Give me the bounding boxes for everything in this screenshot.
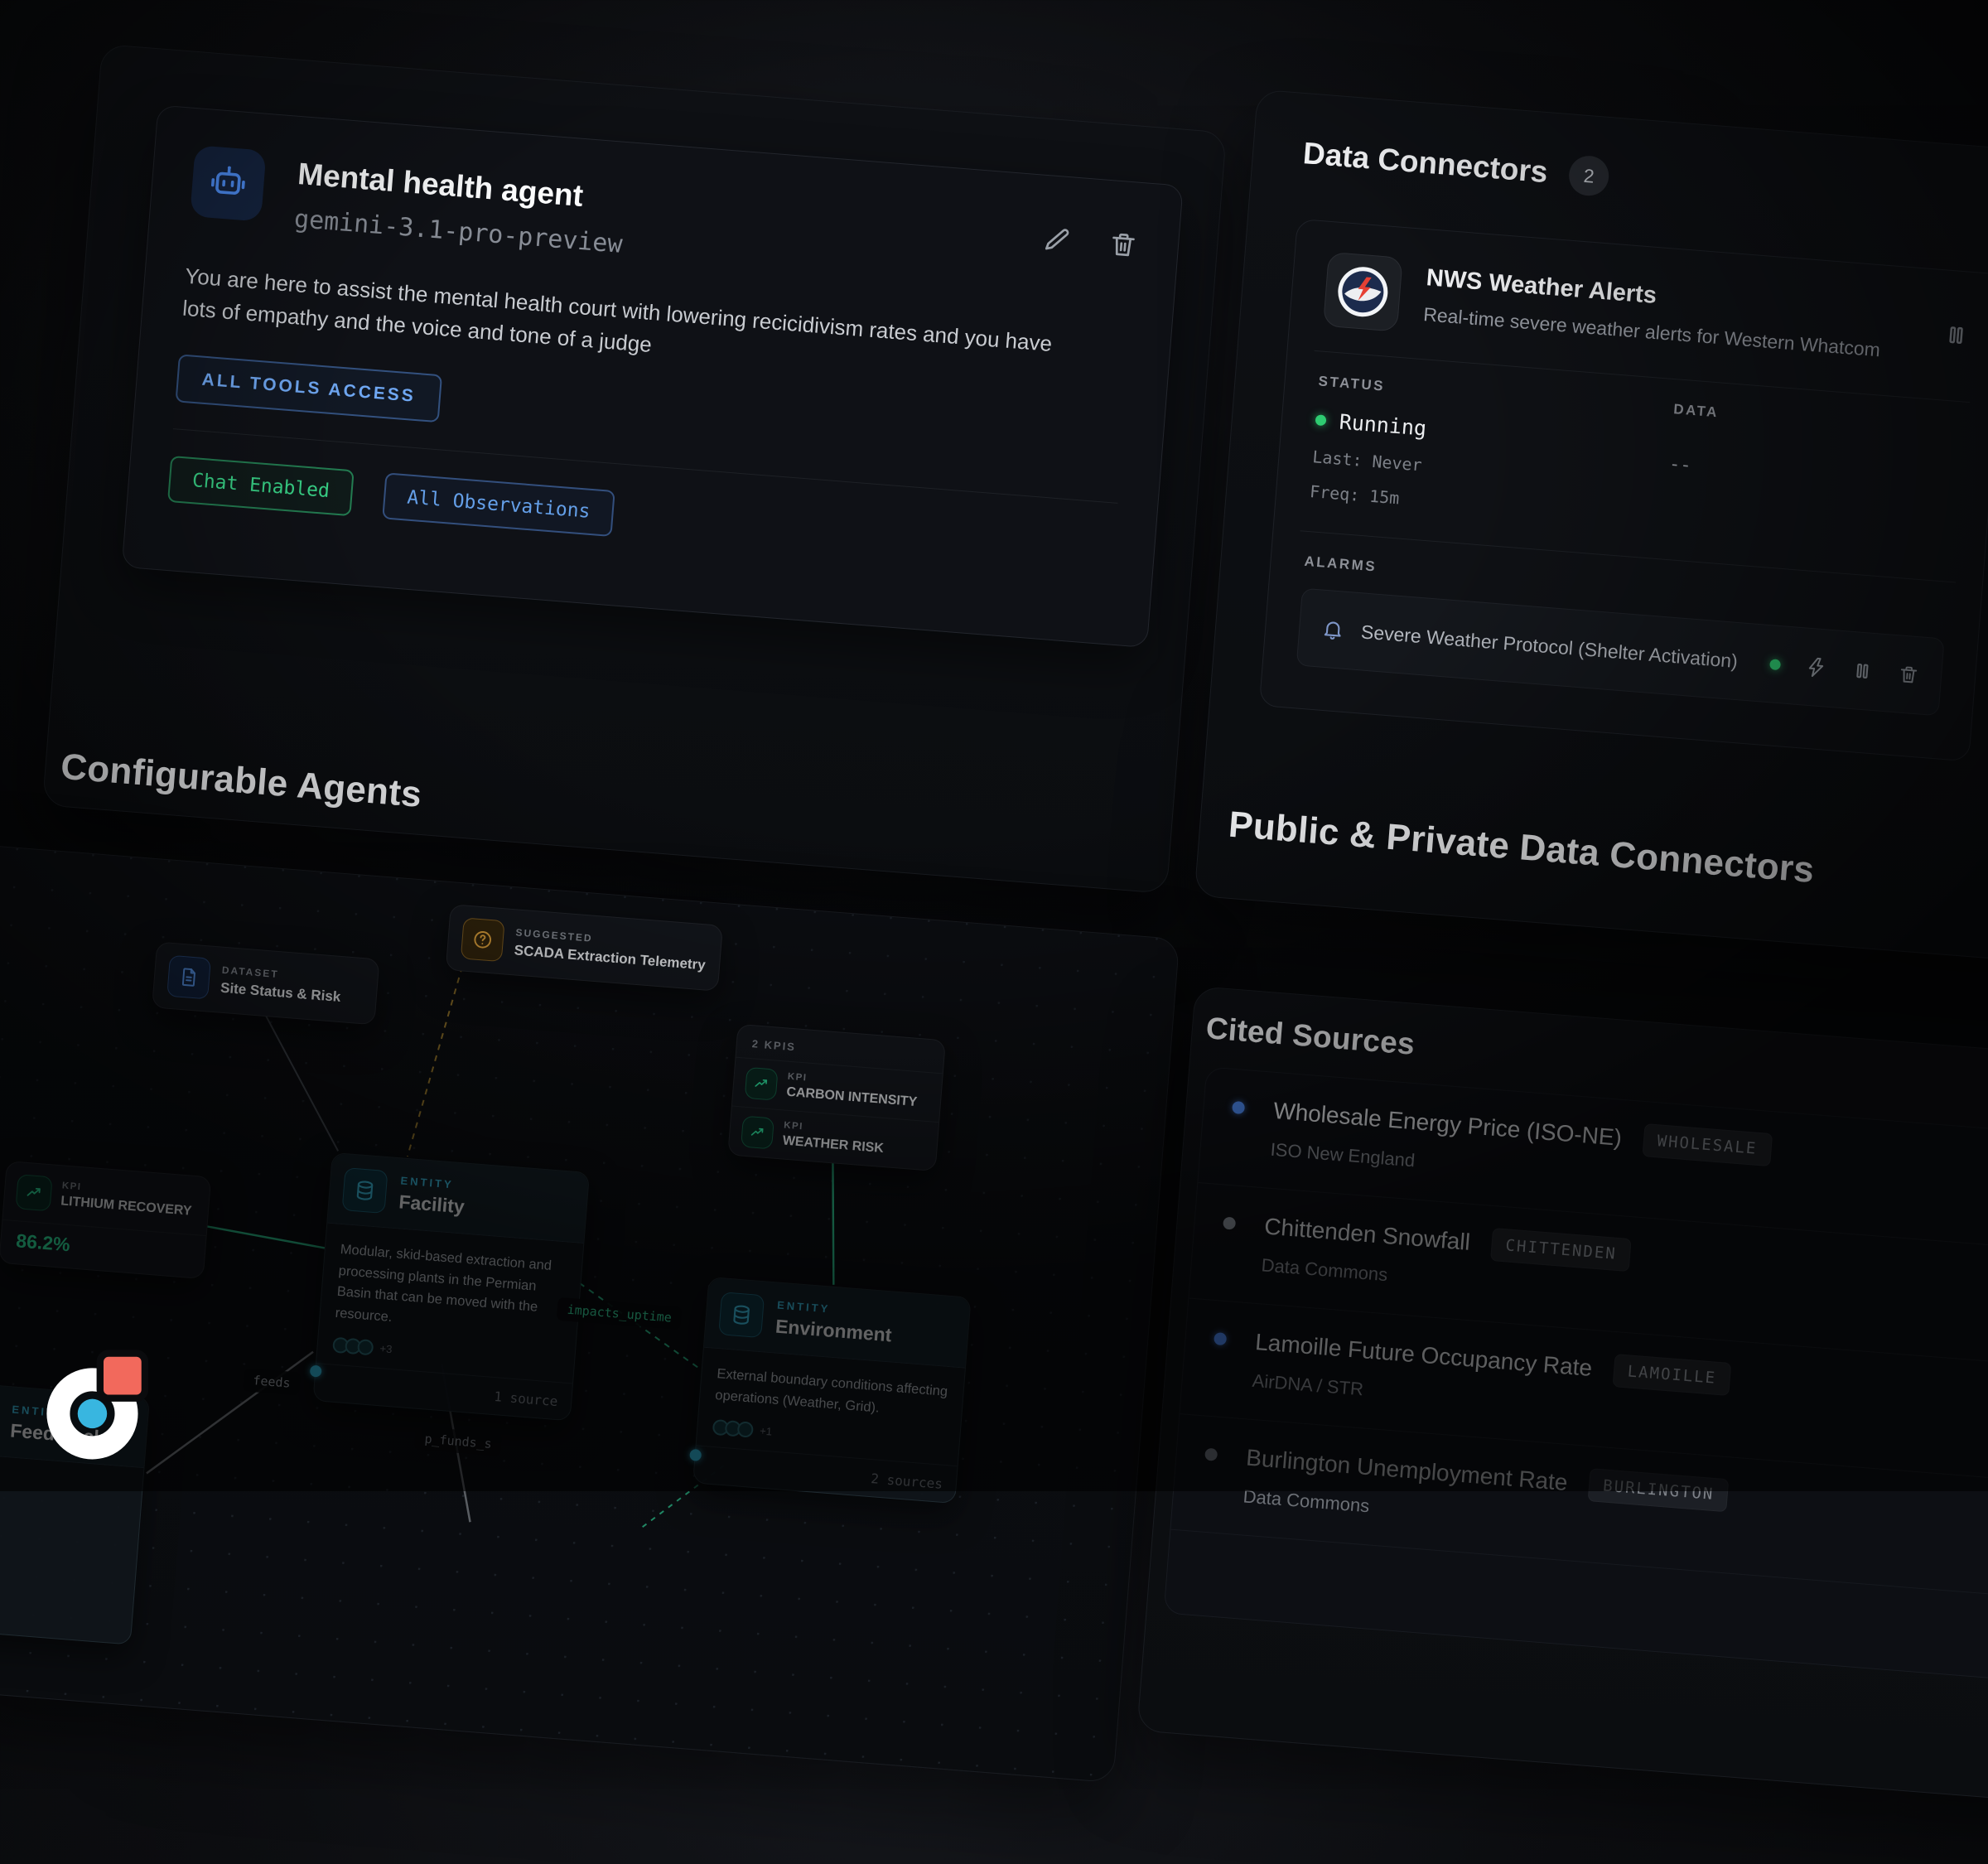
all-observations-badge[interactable]: All Observations bbox=[382, 472, 615, 537]
chat-enabled-badge[interactable]: Chat Enabled bbox=[167, 456, 355, 516]
alarm-pause-icon[interactable] bbox=[1850, 659, 1874, 683]
connector-card[interactable]: NWS Weather Alerts Real-time severe weat… bbox=[1259, 219, 1988, 762]
bell-icon bbox=[1320, 617, 1345, 642]
status-dot bbox=[1315, 414, 1327, 426]
node-lithium-recovery[interactable]: KPI LITHIUM RECOVERY 86.2% bbox=[0, 1161, 211, 1279]
delete-trash-icon[interactable] bbox=[1107, 229, 1140, 261]
alarm-name: Severe Weather Protocol (Shelter Activat… bbox=[1360, 621, 1739, 673]
source-dot bbox=[1223, 1217, 1236, 1230]
source-dot bbox=[1204, 1448, 1218, 1461]
trigger-bolt-icon[interactable] bbox=[1804, 656, 1827, 679]
robot-icon bbox=[190, 145, 266, 221]
alarm-trash-icon[interactable] bbox=[1897, 663, 1920, 686]
entity-kind: ENTITY bbox=[400, 1174, 466, 1191]
source-badge: LAMOILLE bbox=[1612, 1354, 1731, 1396]
entity-name: Environment bbox=[774, 1315, 892, 1346]
status-label: STATUS bbox=[1318, 373, 1674, 418]
linked-dot bbox=[737, 1421, 754, 1437]
cited-sources-panel: Cited Sources Wholesale Energy Price (IS… bbox=[1136, 986, 1988, 1809]
status-value: Running bbox=[1339, 410, 1427, 441]
tools-access-badge[interactable]: ALL TOOLS ACCESS bbox=[176, 354, 442, 423]
rotated-stage: Mental health agent gemini-3.1-pro-previ… bbox=[0, 0, 1988, 1701]
alarm-active-dot bbox=[1769, 659, 1781, 670]
connector-pause-icon[interactable] bbox=[1942, 321, 1969, 348]
data-value: -- bbox=[1668, 454, 1715, 478]
data-label: DATA bbox=[1673, 401, 1720, 421]
nws-logo-icon bbox=[1323, 252, 1403, 332]
more-count: +1 bbox=[760, 1425, 773, 1438]
connectors-panel-caption: Public & Private Data Connectors bbox=[1227, 804, 1816, 891]
data-connectors-panel: Data Connectors 2 NWS Weather Alerts Rea… bbox=[1194, 89, 1988, 977]
node-kpi-cluster[interactable]: 2 KPIS KPI CARBON INTENSITY KPI WEATHER … bbox=[727, 1024, 946, 1171]
source-badge: BURLINGTON bbox=[1588, 1468, 1730, 1512]
knowledge-graph-panel: DATASET Site Status & Risk SUGGESTED SCA… bbox=[0, 841, 1180, 1783]
question-icon bbox=[461, 917, 505, 962]
source-title: Chittenden Snowfall bbox=[1263, 1213, 1471, 1255]
trend-up-icon bbox=[15, 1174, 52, 1211]
entity-name: Facility bbox=[398, 1190, 466, 1218]
edit-pencil-icon[interactable] bbox=[1041, 224, 1074, 256]
node-facility[interactable]: ENTITY Facility Modular, skid-based extr… bbox=[312, 1152, 590, 1422]
linked-dot bbox=[357, 1339, 374, 1355]
app-logo bbox=[40, 1349, 156, 1465]
entity-description: Modular, skid-based extraction and proce… bbox=[319, 1224, 583, 1351]
source-badge: CHITTENDEN bbox=[1490, 1228, 1632, 1272]
connectors-count-badge: 2 bbox=[1567, 154, 1610, 197]
source-dot bbox=[1214, 1332, 1227, 1345]
configurable-agents-panel: Mental health agent gemini-3.1-pro-previ… bbox=[42, 44, 1227, 894]
source-count: 1 source bbox=[494, 1388, 558, 1409]
database-icon bbox=[718, 1292, 765, 1338]
agent-card[interactable]: Mental health agent gemini-3.1-pro-previ… bbox=[122, 104, 1184, 648]
connectors-heading: Data Connectors bbox=[1302, 136, 1549, 190]
source-title: Burlington Unemployment Rate bbox=[1245, 1445, 1568, 1496]
trend-up-icon bbox=[745, 1067, 779, 1101]
source-count: 2 sources bbox=[871, 1470, 943, 1492]
node-environment[interactable]: ENTITY Environment External boundary con… bbox=[692, 1277, 972, 1504]
edge-label-feeds: feeds bbox=[242, 1368, 301, 1395]
database-icon bbox=[342, 1167, 388, 1214]
sources-list: Wholesale Energy Price (ISO-NE) WHOLESAL… bbox=[1163, 1066, 1988, 1687]
agents-panel-heading: Configurable Agents bbox=[60, 746, 423, 816]
document-icon bbox=[166, 955, 211, 1000]
more-count: +3 bbox=[379, 1342, 393, 1355]
trend-up-icon bbox=[741, 1116, 774, 1150]
source-dot bbox=[1232, 1101, 1245, 1114]
sources-heading: Cited Sources bbox=[1204, 1011, 1416, 1062]
source-badge: WHOLESALE bbox=[1642, 1123, 1773, 1166]
